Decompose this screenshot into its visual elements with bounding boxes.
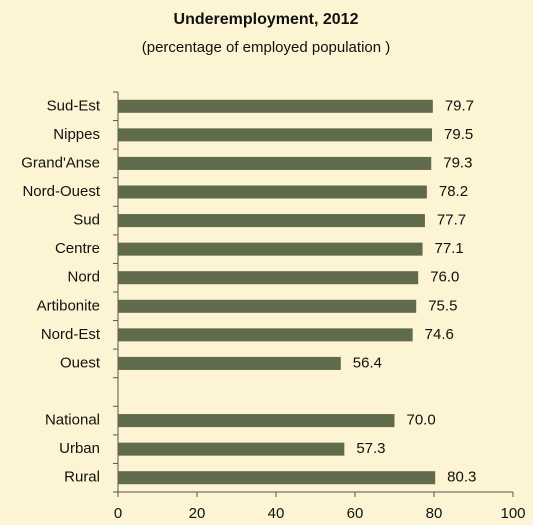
value-label: 57.3 bbox=[356, 440, 385, 457]
x-tick-label: 60 bbox=[347, 505, 364, 522]
y-tick-label: Nippes bbox=[53, 126, 100, 143]
y-tick-label: Artibonite bbox=[37, 297, 100, 314]
x-tick-label: 80 bbox=[426, 505, 443, 522]
y-tick-label: Nord-Ouest bbox=[22, 183, 100, 200]
y-tick-label: Nord bbox=[67, 269, 100, 286]
value-label: 80.3 bbox=[447, 469, 476, 486]
y-tick-label: Ouest bbox=[60, 354, 101, 371]
bar bbox=[118, 356, 341, 370]
bar bbox=[118, 128, 433, 142]
bar bbox=[118, 414, 395, 428]
value-label: 70.0 bbox=[407, 412, 436, 429]
bar bbox=[118, 328, 413, 342]
y-tick-label: Nord-Est bbox=[41, 326, 101, 343]
x-tick-label: 40 bbox=[268, 505, 285, 522]
bar bbox=[118, 471, 436, 485]
bar bbox=[118, 156, 432, 170]
value-label: 77.1 bbox=[435, 240, 464, 257]
y-tick-label: Grand'Anse bbox=[21, 154, 100, 171]
y-tick-label: Sud-Est bbox=[47, 97, 101, 114]
value-label: 75.5 bbox=[428, 297, 457, 314]
y-tick-label: Urban bbox=[59, 440, 100, 457]
bar bbox=[118, 214, 425, 228]
bar bbox=[118, 299, 417, 313]
bar bbox=[118, 185, 427, 199]
chart-title: Underemployment, 2012 bbox=[174, 11, 359, 28]
value-label: 79.7 bbox=[445, 97, 474, 114]
value-label: 77.7 bbox=[437, 212, 466, 229]
x-tick-label: 100 bbox=[500, 505, 525, 522]
bar bbox=[118, 242, 423, 256]
value-label: 79.3 bbox=[443, 154, 472, 171]
x-tick-label: 20 bbox=[189, 505, 206, 522]
y-tick-label: Sud bbox=[73, 212, 100, 229]
value-label: 76.0 bbox=[430, 269, 459, 286]
value-label: 79.5 bbox=[444, 126, 473, 143]
y-tick-label: National bbox=[45, 412, 100, 429]
y-tick-label: Centre bbox=[55, 240, 100, 257]
x-tick-label: 0 bbox=[114, 505, 122, 522]
value-label: 56.4 bbox=[353, 354, 382, 371]
bar bbox=[118, 271, 419, 285]
bar bbox=[118, 99, 433, 113]
value-label: 74.6 bbox=[425, 326, 454, 343]
y-tick-label: Rural bbox=[64, 469, 100, 486]
bar bbox=[118, 442, 345, 456]
value-label: 78.2 bbox=[439, 183, 468, 200]
chart-subtitle: (percentage of employed population ) bbox=[142, 39, 391, 56]
